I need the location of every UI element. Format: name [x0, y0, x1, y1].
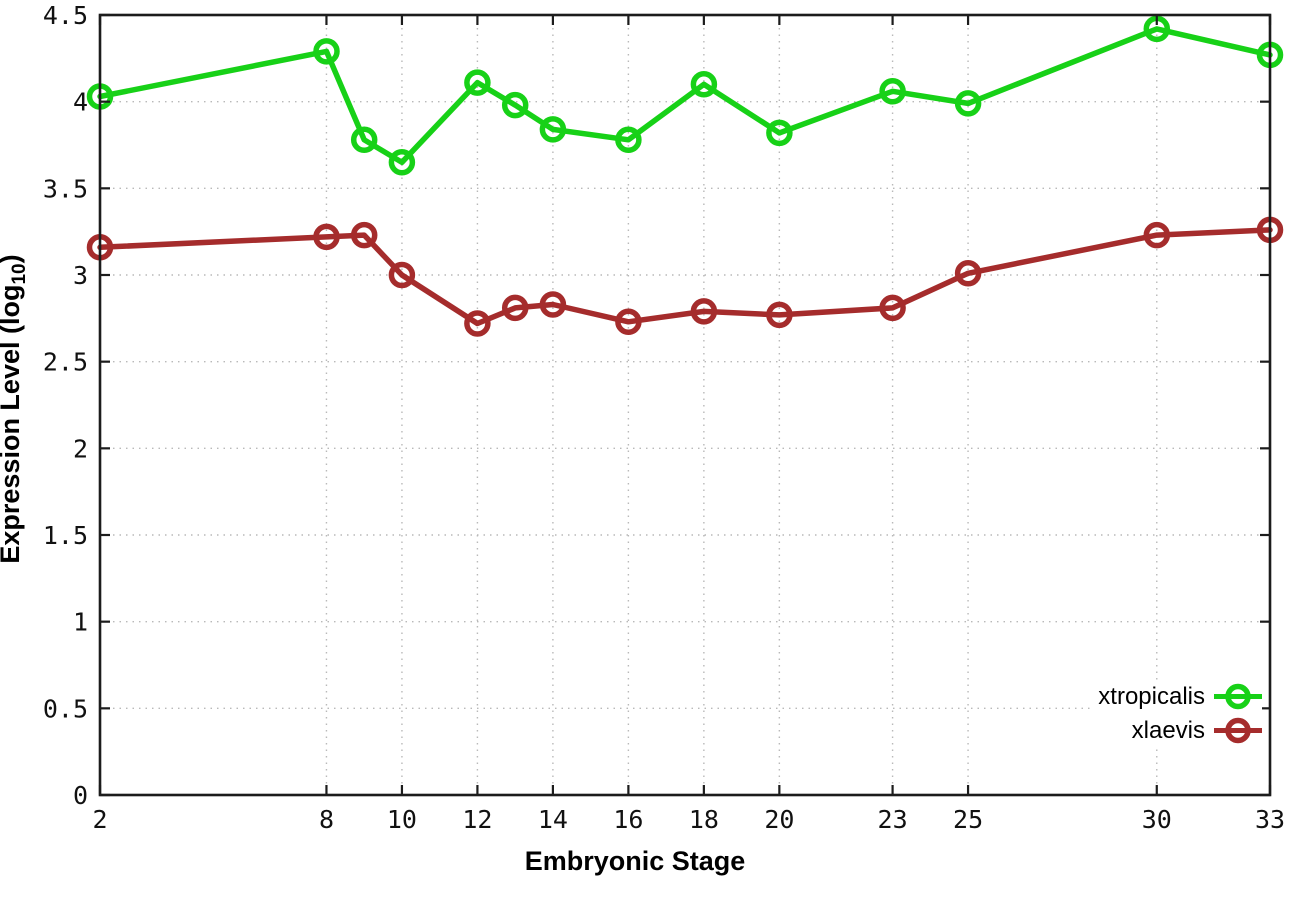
- data-point-xlaevis-stage-12: [464, 310, 491, 337]
- y-tick-label-2: 2: [73, 434, 88, 463]
- y-tick-labels: 0 0.5 1 1.5 2 2.5 3 3.5 4 4.5: [43, 1, 88, 810]
- x-tick-label-18: 18: [689, 805, 719, 834]
- data-point-xtropicalis-stage-18: [690, 71, 718, 98]
- data-point-xtropicalis-stage-14: [539, 116, 567, 143]
- series-line-xtropicalis: [97, 26, 1273, 166]
- x-axis-title: Embryonic Stage: [524, 846, 746, 876]
- x-tick-labels: 2 8 10 12 14 16 18 20 23 25 30 33: [92, 805, 1285, 834]
- data-point-xlaevis-stage-30: [1143, 221, 1171, 249]
- data-point-xtropicalis-stage-13: [501, 91, 529, 119]
- legend: xtropicalis xlaevis: [1092, 682, 1262, 745]
- data-point-xlaevis-stage-20: [766, 301, 793, 329]
- data-point-xlaevis-stage-9: [350, 221, 378, 249]
- legend-sample-line-icon: [1214, 717, 1262, 744]
- data-point-xlaevis-stage-25: [954, 260, 982, 287]
- x-tick-label-10: 10: [387, 805, 417, 834]
- tick-marks: [98, 13, 1272, 797]
- plot-border: [98, 13, 1272, 797]
- data-point-xtropicalis-stage-20: [766, 119, 793, 147]
- x-tick-label-20: 20: [764, 805, 794, 834]
- y-tick-label-2.5: 2.5: [43, 348, 88, 377]
- data-point-xlaevis-stage-8: [313, 223, 340, 251]
- legend-sample-line-icon: [1214, 683, 1262, 710]
- y-tick-label-4.5: 4.5: [43, 1, 88, 30]
- legend-row-xtropicalis: xtropicalis: [1098, 682, 1262, 711]
- y-axis-title-close: ): [0, 254, 25, 263]
- series-xlaevis: [86, 216, 1284, 337]
- x-tick-label-16: 16: [613, 805, 643, 834]
- y-axis-title: Expression Level (log10): [0, 209, 31, 609]
- x-tick-label-25: 25: [953, 805, 983, 834]
- y-tick-label-3.5: 3.5: [43, 174, 88, 203]
- y-tick-label-0: 0: [73, 781, 88, 810]
- data-point-xtropicalis-stage-16: [615, 126, 642, 154]
- series-line-xlaevis: [97, 227, 1273, 327]
- series-xtropicalis: [86, 15, 1284, 176]
- x-tick-label-30: 30: [1142, 805, 1172, 834]
- x-tick-label-8: 8: [319, 805, 334, 834]
- y-axis-title-subscript: 10: [9, 263, 30, 285]
- data-point-xtropicalis-stage-12: [464, 69, 491, 96]
- x-tick-label-2: 2: [92, 805, 107, 834]
- x-tick-label-14: 14: [538, 805, 568, 834]
- y-axis-title-text: Expression Level (log: [0, 284, 25, 564]
- y-tick-label-0.5: 0.5: [43, 694, 88, 723]
- data-point-xlaevis-stage-14: [539, 291, 567, 318]
- data-point-xtropicalis-stage-8: [313, 38, 340, 65]
- data-point-xtropicalis-stage-10: [388, 149, 416, 176]
- legend-label-xlaevis: xlaevis: [1131, 717, 1205, 744]
- y-tick-label-4: 4: [73, 88, 88, 117]
- gridlines: [99, 14, 1271, 796]
- data-point-xtropicalis-stage-23: [879, 78, 906, 105]
- data-point-xtropicalis-stage-9: [350, 126, 378, 154]
- x-tick-label-23: 23: [878, 805, 908, 834]
- x-tick-label-12: 12: [462, 805, 492, 834]
- data-point-xtropicalis-stage-25: [954, 90, 982, 117]
- legend-label-xtropicalis: xtropicalis: [1098, 683, 1205, 710]
- data-point-xlaevis-stage-10: [388, 261, 416, 289]
- x-tick-label-33: 33: [1255, 805, 1285, 834]
- y-tick-label-1.5: 1.5: [43, 521, 88, 550]
- legend-row-xlaevis: xlaevis: [1098, 716, 1262, 745]
- y-tick-label-1: 1: [73, 608, 88, 637]
- y-tick-label-3: 3: [73, 261, 88, 290]
- data-point-xlaevis-stage-18: [690, 298, 718, 325]
- data-point-xlaevis-stage-13: [501, 294, 529, 322]
- data-point-xlaevis-stage-23: [879, 294, 906, 322]
- data-point-xlaevis-stage-16: [615, 308, 642, 336]
